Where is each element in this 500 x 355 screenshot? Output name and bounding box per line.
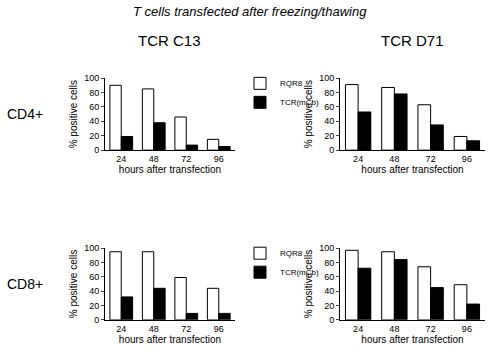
svg-text:CD8+: CD8+ (7, 276, 43, 292)
svg-text:TCR C13: TCR C13 (138, 32, 201, 49)
svg-text:24: 24 (116, 154, 126, 164)
svg-text:20: 20 (89, 301, 99, 311)
svg-text:40: 40 (324, 116, 334, 126)
svg-text:60: 60 (324, 102, 334, 112)
svg-text:CD4+: CD4+ (7, 106, 43, 122)
svg-text:20: 20 (324, 131, 334, 141)
svg-text:TCR(mCb): TCR(mCb) (280, 268, 319, 277)
svg-text:80: 80 (89, 258, 99, 268)
svg-text:96: 96 (462, 324, 472, 334)
svg-text:% positive cells: % positive cells (303, 250, 314, 318)
svg-text:96: 96 (214, 324, 224, 334)
svg-text:% positive cells: % positive cells (303, 80, 314, 148)
svg-text:20: 20 (324, 301, 334, 311)
svg-text:100: 100 (84, 73, 99, 83)
svg-text:72: 72 (181, 154, 191, 164)
svg-text:T cells transfected after free: T cells transfected after freezing/thawi… (133, 4, 367, 19)
svg-text:96: 96 (462, 154, 472, 164)
svg-text:48: 48 (389, 154, 399, 164)
svg-text:% positive cells: % positive cells (68, 250, 79, 318)
svg-text:0: 0 (329, 315, 334, 325)
svg-text:72: 72 (426, 324, 436, 334)
svg-text:0: 0 (329, 145, 334, 155)
svg-text:hours after transfection: hours after transfection (361, 334, 463, 345)
svg-text:24: 24 (353, 324, 363, 334)
svg-text:48: 48 (389, 324, 399, 334)
svg-text:96: 96 (214, 154, 224, 164)
svg-text:40: 40 (89, 116, 99, 126)
svg-text:80: 80 (324, 258, 334, 268)
svg-text:100: 100 (84, 243, 99, 253)
svg-text:48: 48 (149, 154, 159, 164)
svg-text:40: 40 (324, 286, 334, 296)
svg-text:TCR(mCb): TCR(mCb) (280, 98, 319, 107)
svg-text:0: 0 (94, 315, 99, 325)
svg-text:40: 40 (89, 286, 99, 296)
svg-text:RQR8: RQR8 (280, 79, 303, 88)
svg-text:60: 60 (89, 272, 99, 282)
svg-text:48: 48 (149, 324, 159, 334)
svg-text:% positive cells: % positive cells (68, 80, 79, 148)
svg-text:72: 72 (181, 324, 191, 334)
svg-text:RQR8: RQR8 (280, 249, 303, 258)
svg-text:100: 100 (319, 73, 334, 83)
svg-text:hours after transfection: hours after transfection (361, 164, 463, 175)
svg-text:24: 24 (116, 324, 126, 334)
svg-text:24: 24 (353, 154, 363, 164)
svg-text:hours after transfection: hours after transfection (119, 334, 221, 345)
svg-text:20: 20 (89, 131, 99, 141)
svg-text:80: 80 (89, 88, 99, 98)
svg-text:80: 80 (324, 88, 334, 98)
svg-text:72: 72 (426, 154, 436, 164)
svg-text:60: 60 (89, 102, 99, 112)
svg-text:100: 100 (319, 243, 334, 253)
svg-text:60: 60 (324, 272, 334, 282)
svg-text:TCR D71: TCR D71 (381, 32, 444, 49)
svg-text:0: 0 (94, 145, 99, 155)
svg-text:hours after transfection: hours after transfection (119, 164, 221, 175)
